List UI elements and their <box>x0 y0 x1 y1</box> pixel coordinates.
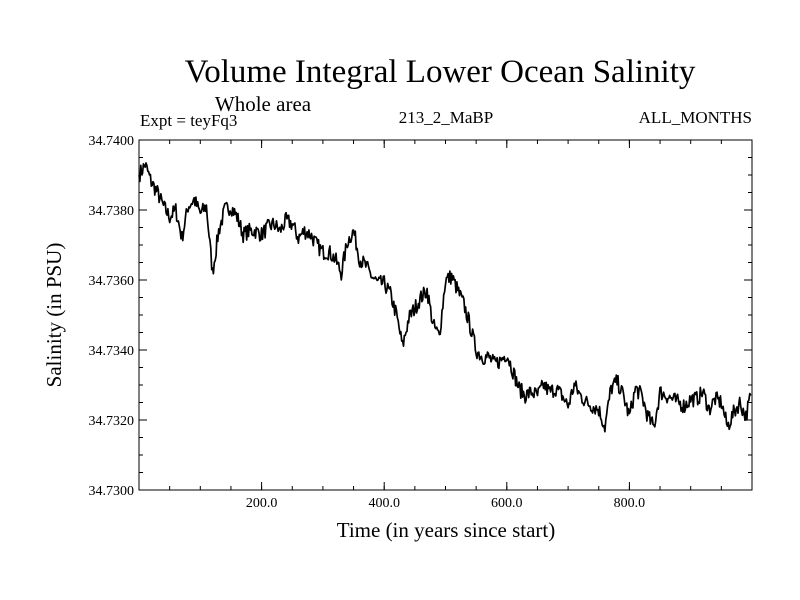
months-label: ALL_MONTHS <box>639 108 752 127</box>
y-tick-label: 34.7380 <box>89 204 135 219</box>
x-tick-label: 200.0 <box>246 496 278 511</box>
y-tick-labels: 34.7300 34.7320 34.7340 34.7360 34.7380 34.74… <box>89 134 135 499</box>
scenario-label: 213_2_MaBP <box>399 108 493 127</box>
chart-title: Volume Integral Lower Ocean Salinity <box>185 54 696 90</box>
y-tick-label: 34.7400 <box>89 134 135 149</box>
x-tick-label: 400.0 <box>368 496 400 511</box>
x-tick-label: 800.0 <box>614 496 646 511</box>
x-tick-label: 600.0 <box>491 496 523 511</box>
chart-subtitle: Whole area <box>215 92 312 116</box>
y-tick-label: 34.7360 <box>89 274 135 289</box>
x-axis-label: Time (in years since start) <box>337 518 556 542</box>
experiment-label: Expt = teyFq3 <box>140 111 237 130</box>
axis-ticks <box>139 139 752 491</box>
y-tick-label: 34.7300 <box>89 484 135 499</box>
x-tick-labels: 200.0 400.0 600.0 800.0 <box>246 496 645 511</box>
y-axis-label: Salinity (in PSU) <box>42 243 66 388</box>
plot-frame <box>138 139 753 491</box>
salinity-series-line <box>138 162 752 433</box>
y-tick-label: 34.7320 <box>89 414 135 429</box>
y-tick-label: 34.7340 <box>89 344 135 359</box>
